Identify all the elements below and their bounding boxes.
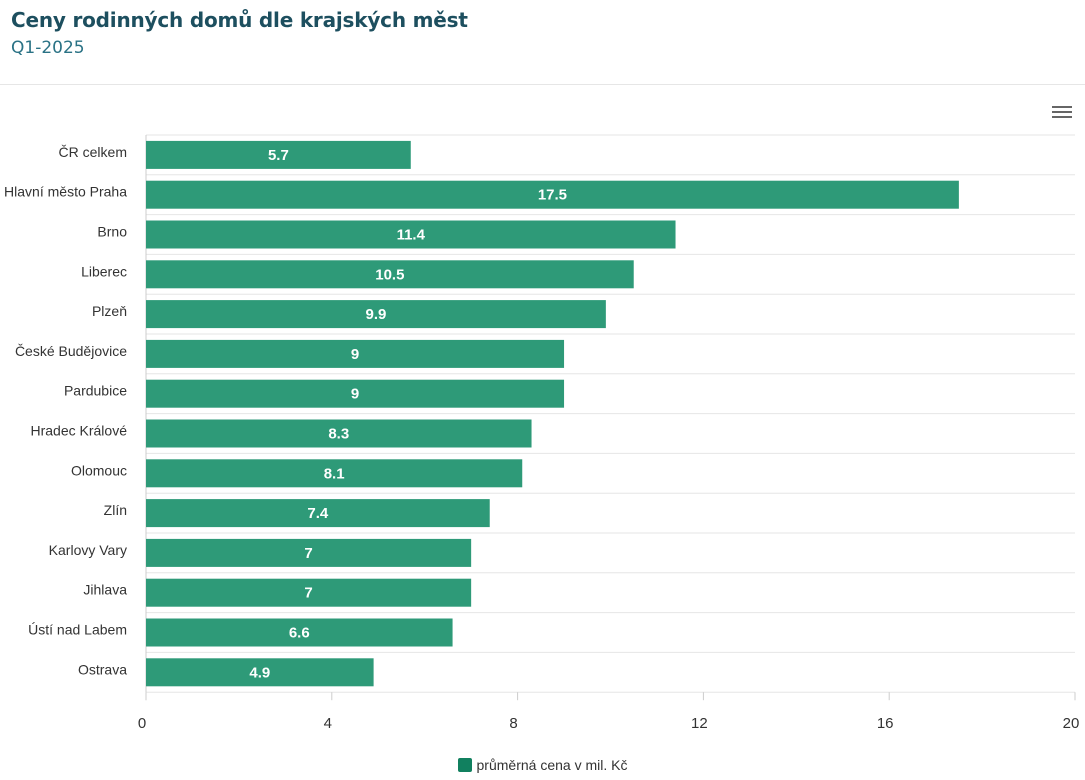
bar[interactable] (146, 578, 472, 607)
data-label: 6.6 (289, 625, 310, 642)
chart-title: Ceny rodinných domů dle krajských měst (11, 8, 468, 32)
category-label: Ústí nad Labem (28, 622, 127, 638)
data-label: 9 (351, 386, 359, 403)
bar[interactable] (146, 499, 490, 528)
bar[interactable] (146, 459, 523, 488)
bar[interactable] (146, 260, 634, 289)
data-label: 7 (304, 585, 312, 602)
x-axis-ticks: 0 4 8 12 16 20 (138, 692, 1080, 732)
x-tick-label: 4 (324, 715, 332, 732)
category-label: Hradec Králové (31, 423, 128, 439)
category-label: Plzeň (92, 303, 127, 319)
category-label: České Budějovice (15, 343, 127, 359)
category-label: ČR celkem (59, 144, 127, 160)
data-label: 8.1 (324, 465, 345, 482)
category-label: Olomouc (71, 462, 127, 478)
x-tick-label: 20 (1063, 715, 1080, 732)
x-tick-label: 12 (691, 715, 708, 732)
bar[interactable] (146, 339, 565, 368)
data-label: 7.4 (307, 505, 329, 522)
category-label: Karlovy Vary (49, 542, 127, 558)
bar[interactable] (146, 180, 959, 209)
hamburger-menu-icon[interactable] (1050, 103, 1074, 123)
data-label: 8.3 (328, 426, 349, 443)
category-label: Zlín (104, 502, 127, 518)
legend: průměrná cena v mil. Kč (0, 757, 1085, 775)
legend-item[interactable]: průměrná cena v mil. Kč (457, 757, 628, 773)
data-label: 7 (304, 545, 312, 562)
data-label: 17.5 (538, 187, 567, 204)
grid-layer (145, 134, 1075, 693)
data-label: 9.9 (365, 306, 386, 323)
data-label: 5.7 (268, 147, 289, 164)
chart-subtitle: Q1-2025 (11, 38, 85, 58)
data-label: 9 (351, 346, 359, 363)
bar[interactable] (146, 538, 472, 567)
bar[interactable] (146, 618, 453, 647)
bar[interactable] (146, 300, 606, 329)
bar[interactable] (146, 658, 374, 687)
category-label: Liberec (81, 263, 127, 279)
bar[interactable] (146, 220, 676, 249)
bar[interactable] (146, 140, 411, 169)
legend-swatch (457, 758, 472, 772)
data-label: 4.9 (249, 664, 270, 681)
category-label: Pardubice (64, 383, 127, 399)
bar-chart: 5.7 17.5 11.4 10.5 9.9 9 9 8.3 8.1 7.4 7 7 6.6 4.9 ČR… (4, 134, 1080, 732)
category-label: Brno (97, 224, 127, 240)
bar[interactable] (146, 419, 532, 448)
bar[interactable] (146, 379, 565, 408)
category-labels: ČR celkem Hlavní město Praha Brno Liberec Pl… (4, 144, 127, 677)
bar-layer: 5.7 17.5 11.4 10.5 9.9 9 9 8.3 8.1 7.4 7 7 6.6 4.9 (146, 140, 959, 687)
x-tick-label: 0 (138, 715, 146, 732)
chart-header: Ceny rodinných domů dle krajských měst Q… (0, 0, 1085, 85)
data-label: 11.4 (397, 227, 426, 244)
category-label: Jihlava (83, 582, 127, 598)
x-tick-label: 8 (509, 715, 517, 732)
data-label: 10.5 (375, 266, 404, 283)
x-tick-label: 16 (877, 715, 894, 732)
category-label: Ostrava (78, 661, 127, 677)
category-label: Hlavní město Praha (4, 184, 127, 200)
legend-label: průměrná cena v mil. Kč (476, 757, 628, 773)
